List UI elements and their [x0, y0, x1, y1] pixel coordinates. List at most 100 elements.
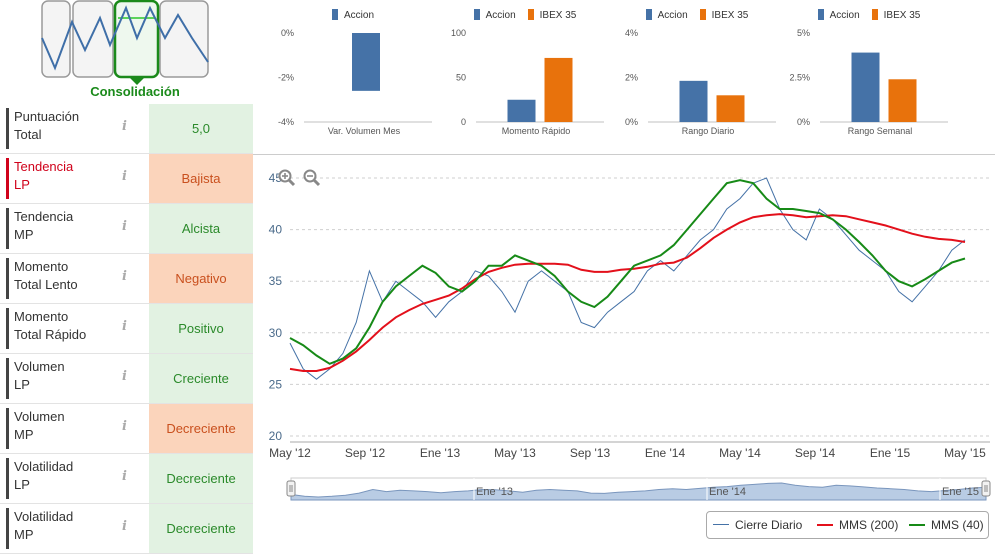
indicator-label: Puntuación Total [6, 108, 114, 149]
mini-chart-rango-semanal: Accion IBEX 35 5% 2.5% 0% Rango Semanal [784, 0, 954, 140]
tick-label: -2% [278, 73, 294, 83]
navigator-label: Ene '15 [942, 486, 979, 498]
zoom-in-icon[interactable] [278, 169, 296, 187]
tick-label: 50 [456, 73, 466, 83]
x-tick-label: Sep '12 [345, 446, 386, 460]
legend-item[interactable]: MMS (200) [839, 518, 899, 532]
bar [851, 52, 880, 122]
tick-label: 0% [625, 117, 638, 127]
mini-chart-momento: Accion IBEX 35 100 50 0 Momento Rápido [440, 0, 610, 140]
series-line [289, 179, 966, 365]
legend-label: Accion [485, 10, 516, 21]
legend-item[interactable]: Accion [645, 9, 688, 21]
legend-item[interactable]: IBEX 35 [527, 9, 577, 21]
info-icon[interactable]: i [122, 319, 127, 334]
legend-item[interactable]: MMS (40) [931, 518, 984, 532]
consolidation-widget: Consolidación [0, 0, 253, 104]
info-icon[interactable]: i [122, 119, 127, 134]
legend-swatch [909, 524, 925, 526]
series-line [289, 213, 966, 372]
series-line [289, 177, 966, 380]
x-tick-label: May '12 [269, 446, 311, 460]
legend-item[interactable]: IBEX 35 [699, 9, 749, 21]
tick-label: 2% [625, 73, 638, 83]
category-label: Rango Diario [682, 126, 735, 136]
legend-label: IBEX 35 [883, 10, 921, 21]
price-chart-legend: Cierre Diario MMS (200) MMS (40) [706, 511, 989, 539]
info-icon[interactable]: i [122, 269, 127, 284]
legend-item[interactable]: Accion [331, 9, 374, 21]
navigator-label: Ene '13 [476, 486, 513, 498]
y-tick-label: 40 [269, 223, 283, 237]
legend-label: IBEX 35 [539, 10, 577, 21]
legend-swatch [817, 524, 833, 526]
indicator-value: Decreciente [149, 454, 253, 503]
mini-chart-volumen: Accion 0% -2% -4% Var. Volumen Mes [268, 0, 438, 140]
indicator-label: Tendencia MP [6, 208, 114, 249]
y-tick-label: 30 [269, 326, 283, 340]
indicator-panel: Consolidación Puntuación Total i 5,0 Tenden… [0, 0, 253, 555]
info-icon[interactable]: i [122, 519, 127, 534]
indicator-row: Momento Total Rápido i Positivo [0, 304, 253, 354]
legend-swatch [331, 9, 338, 20]
bar [679, 80, 708, 122]
legend-item[interactable]: Cierre Diario [735, 518, 803, 532]
info-icon[interactable]: i [122, 169, 127, 184]
indicator-row: Tendencia MP i Alcista [0, 204, 253, 254]
navigator-handle[interactable] [981, 480, 991, 497]
zoom-out-icon[interactable] [303, 169, 321, 187]
y-tick-label: 20 [269, 429, 283, 443]
category-label: Momento Rápido [502, 126, 571, 136]
x-tick-label: Sep '13 [570, 446, 611, 460]
legend-swatch [699, 9, 706, 20]
x-tick-label: May '13 [494, 446, 536, 460]
indicator-label: Volatilidad LP [6, 458, 114, 499]
indicator-row: Volatilidad MP i Decreciente [0, 504, 253, 554]
bar [544, 57, 573, 122]
mini-chart-rango-diario: Accion IBEX 35 4% 2% 0% Rango Diario [612, 0, 782, 140]
indicator-label: Volatilidad MP [6, 508, 114, 549]
legend-item[interactable]: Accion [473, 9, 516, 21]
tick-label: 5% [797, 28, 810, 38]
bar [507, 99, 536, 122]
mini-legend: Accion IBEX 35 [440, 9, 610, 21]
legend-label: Accion [657, 10, 688, 21]
info-icon[interactable]: i [122, 219, 127, 234]
info-icon[interactable]: i [122, 419, 127, 434]
legend-item[interactable]: Accion [817, 9, 860, 21]
consolidation-label: Consolidación [90, 84, 180, 99]
tick-label: 0% [281, 28, 294, 38]
indicator-row: Volatilidad LP i Decreciente [0, 454, 253, 504]
legend-label: Accion [343, 10, 374, 21]
indicator-value: Creciente [149, 354, 253, 403]
trend-phase-icon [41, 0, 209, 85]
legend-swatch [527, 9, 534, 20]
y-tick-label: 25 [269, 377, 283, 391]
indicator-value: Positivo [149, 304, 253, 353]
tick-label: 2.5% [789, 73, 810, 83]
legend-swatch [713, 524, 729, 525]
mini-legend: Accion [268, 9, 438, 21]
y-tick-label: 35 [269, 274, 283, 288]
tick-label: -4% [278, 117, 294, 127]
mini-legend: Accion IBEX 35 [612, 9, 782, 21]
indicator-row: Momento Total Lento i Negativo [0, 254, 253, 304]
bar [716, 95, 745, 122]
category-label: Rango Semanal [848, 126, 913, 136]
indicator-label: Momento Total Rápido [6, 308, 114, 349]
bar [888, 79, 917, 122]
legend-item[interactable]: IBEX 35 [871, 9, 921, 21]
info-icon[interactable]: i [122, 469, 127, 484]
legend-label: Accion [829, 10, 860, 21]
info-icon[interactable]: i [122, 369, 127, 384]
category-label: Var. Volumen Mes [328, 126, 401, 136]
tick-label: 0% [797, 117, 810, 127]
legend-swatch [473, 9, 480, 20]
navigator-handle[interactable] [286, 480, 296, 497]
indicator-value: 5,0 [149, 104, 253, 153]
x-tick-label: Ene '14 [645, 446, 686, 460]
tick-label: 0 [461, 117, 466, 127]
legend-label: IBEX 35 [711, 10, 749, 21]
bar [352, 33, 380, 91]
